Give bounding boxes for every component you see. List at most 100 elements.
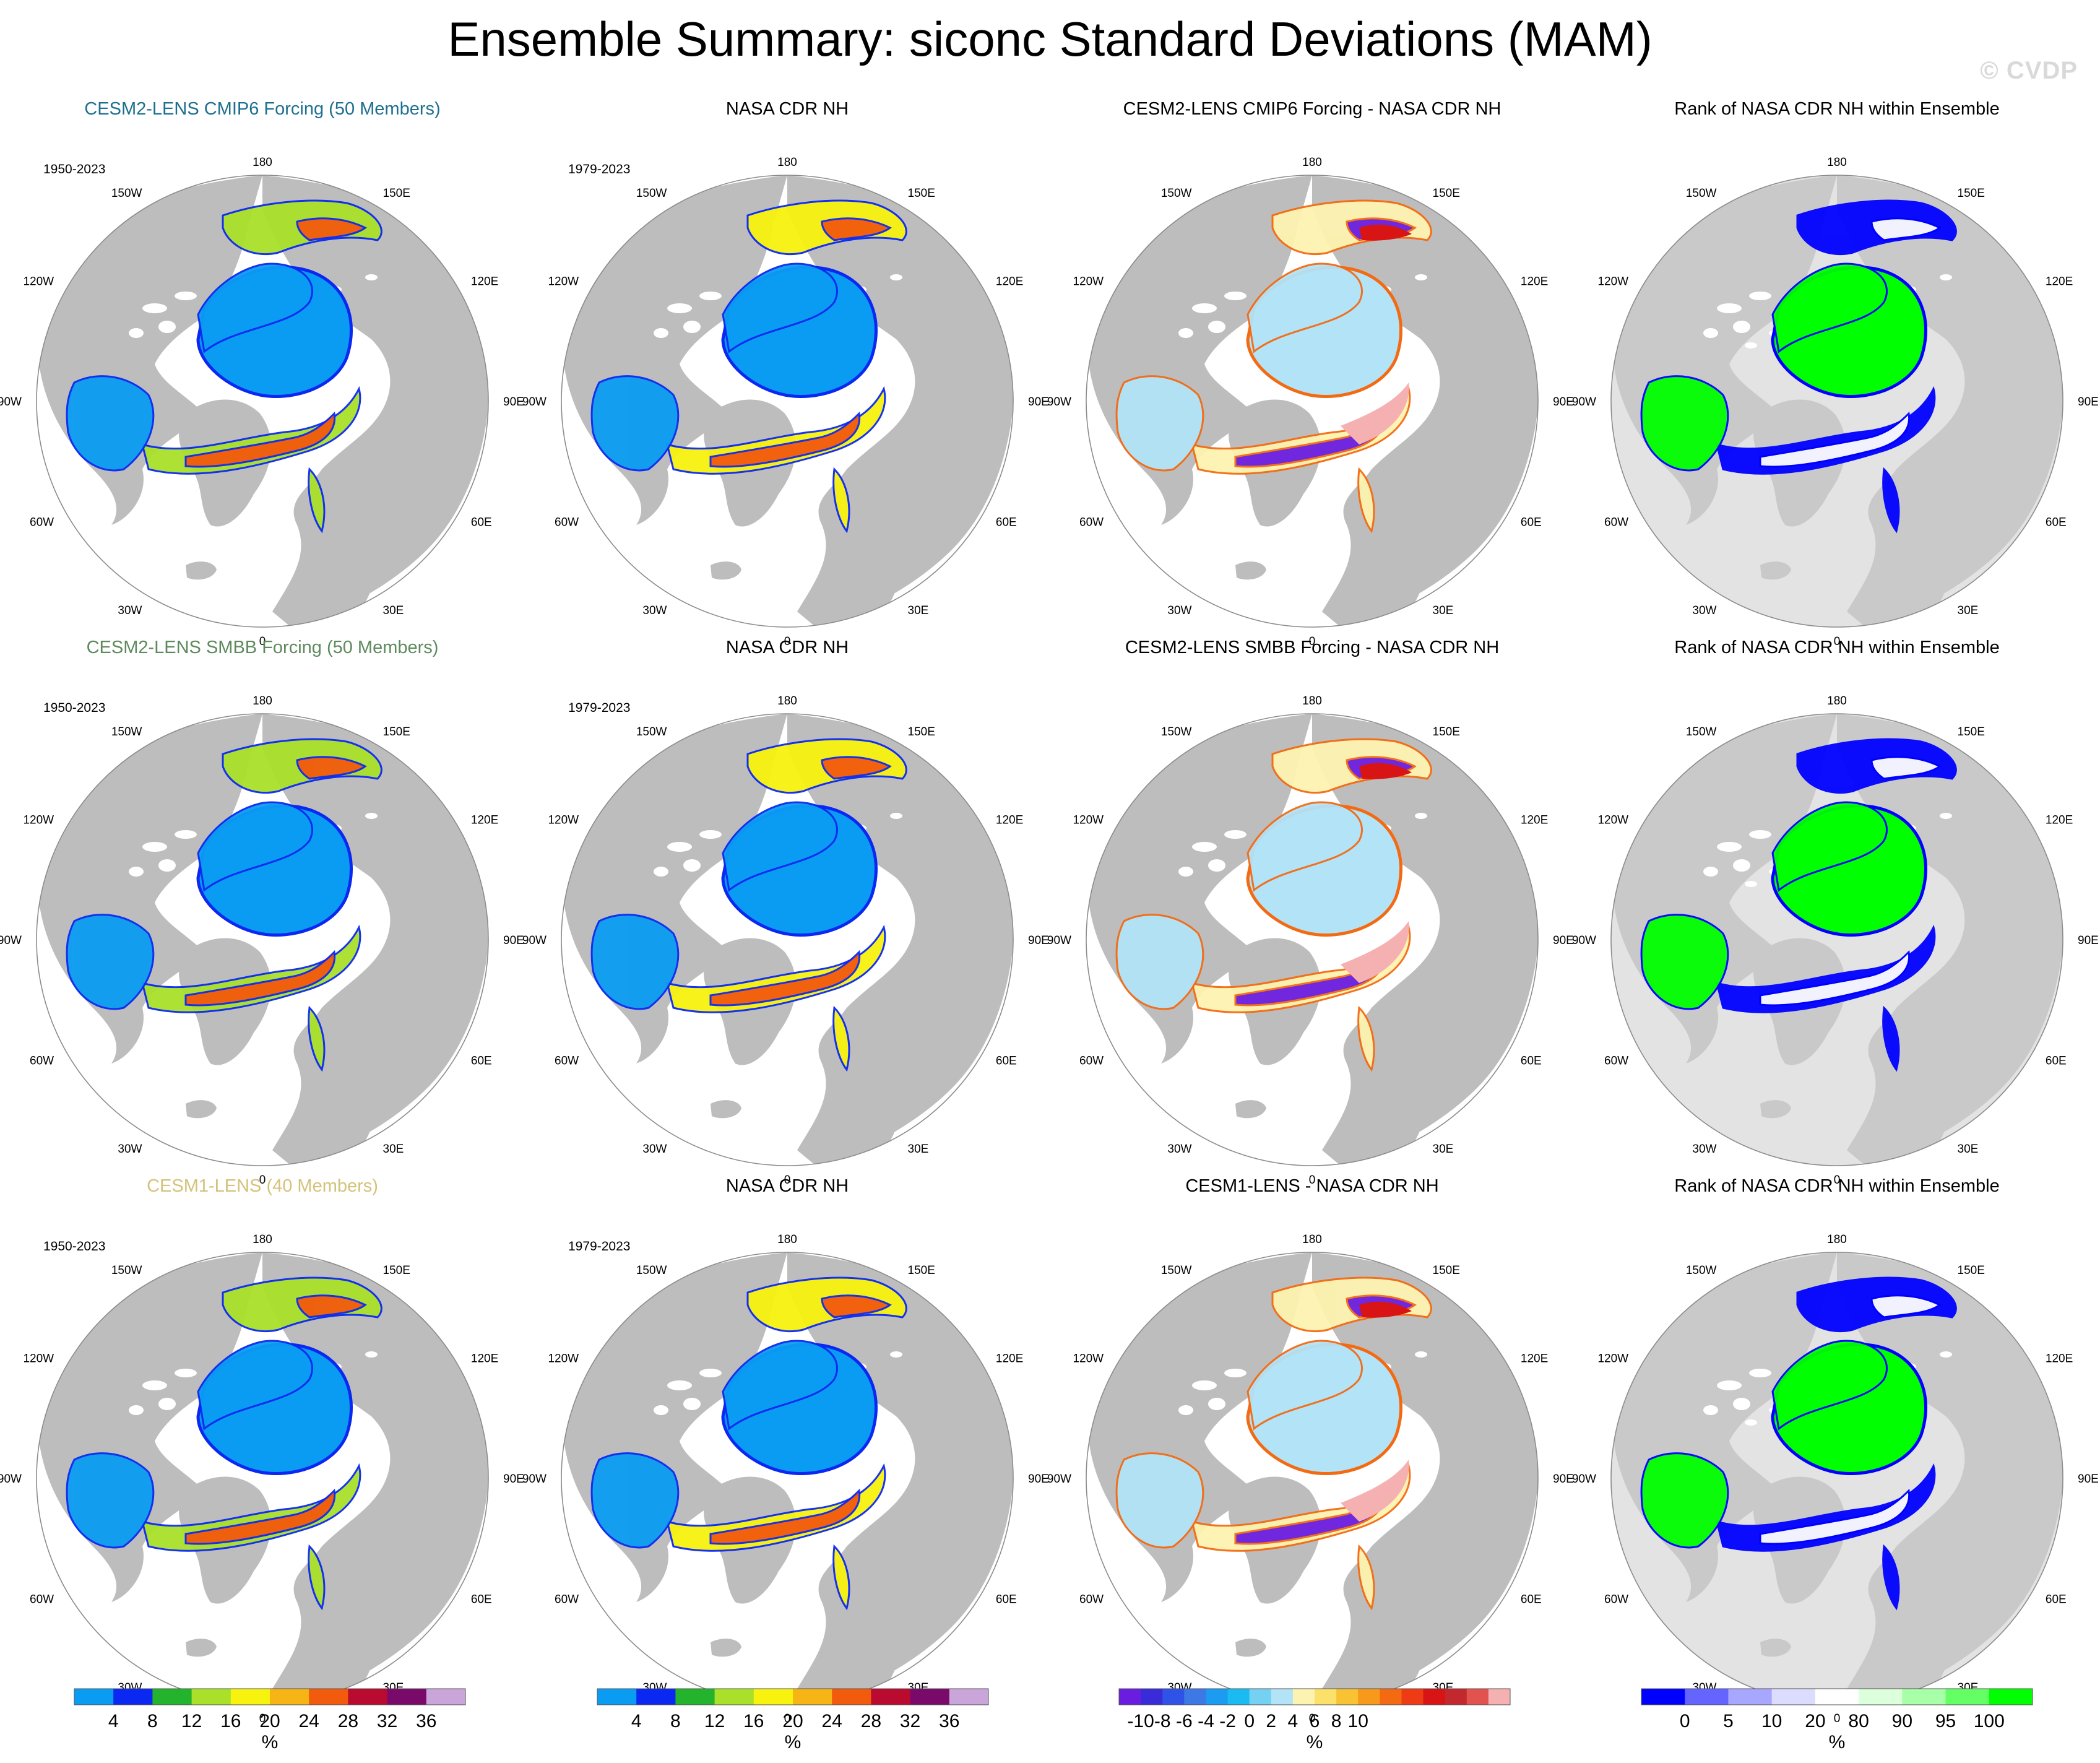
period-label: 1950-2023: [43, 701, 106, 715]
field-swath-base: [1115, 914, 1204, 1010]
colorbar-tick-label: 20: [1805, 1711, 1825, 1731]
colorbar-swatch: [1641, 1689, 1685, 1705]
colorbar-tick-label: 0: [1680, 1711, 1690, 1731]
map-field: [561, 714, 1013, 1166]
lon-label-w30: 30W: [1167, 1143, 1191, 1156]
lon-label-w90: 90W: [1572, 934, 1596, 947]
land-mass: [1760, 1639, 1791, 1657]
lon-label-w90: 90W: [1572, 396, 1596, 409]
colorbar-tick-label: 6: [1310, 1711, 1320, 1731]
lon-label-e90: 90E: [2078, 934, 2099, 947]
colorbar-swatch: [1945, 1689, 1990, 1705]
channel-gap: [1208, 1398, 1225, 1410]
map-field: [561, 1252, 1013, 1704]
figure-title: Ensemble Summary: siconc Standard Deviat…: [447, 12, 1653, 66]
channel-gap: [654, 1405, 668, 1415]
colorbar-swatch: [1271, 1689, 1294, 1705]
field-swath-core: [1759, 1488, 1911, 1545]
lon-label-e120: 120E: [996, 814, 1023, 827]
colorbar-swatch: [910, 1689, 950, 1705]
map-boundary: [36, 175, 489, 628]
field-swath-band: [140, 1463, 361, 1552]
lon-label-w150: 150W: [1686, 726, 1717, 739]
colorbar-swatch: [1184, 1689, 1206, 1705]
field-swath-band: [1715, 386, 1936, 475]
lon-label-w120: 120W: [548, 275, 579, 288]
channel-gap: [129, 328, 144, 338]
field-swath-band: [1715, 1463, 1936, 1552]
period-label: 1950-2023: [43, 1239, 106, 1254]
field-swath-core: [184, 411, 336, 468]
colorbar-tick-label: 12: [181, 1711, 202, 1731]
panel-obs-row3: NASA CDR NH 1979-2023 0 30E 60E 90E 120E 150E 18…: [522, 1175, 1050, 1725]
lon-label-w90: 90W: [1047, 934, 1071, 947]
channel-gap: [1178, 328, 1193, 338]
lon-label-zero: 0: [259, 1174, 266, 1187]
field-swath-core: [296, 217, 367, 241]
colorbar-tick-label: 12: [704, 1711, 725, 1731]
channel-gap: [1745, 1419, 1757, 1426]
field-swath-base: [1771, 801, 1888, 892]
colorbar-swatch: [348, 1689, 388, 1705]
field-swath-core: [296, 1294, 367, 1319]
colorbar-swatch: [113, 1689, 153, 1705]
lon-label-e90: 90E: [1553, 1473, 1574, 1486]
lon-label-e60: 60E: [2046, 516, 2067, 529]
colorbar-swatch: [1859, 1689, 1903, 1705]
channel-gap: [1415, 274, 1427, 280]
lon-label-w120: 120W: [1073, 275, 1104, 288]
lon-label-w60: 60W: [1604, 1593, 1628, 1606]
field-swath-positive: [1341, 1460, 1409, 1522]
lon-label-e150: 150E: [908, 1264, 935, 1277]
field-swath-core: [1759, 950, 1911, 1007]
land-mass: [1760, 1100, 1791, 1119]
channel-gap: [1749, 830, 1771, 839]
lon-label-w120: 120W: [1597, 1353, 1628, 1366]
colorbar-rank: 0 5 10 20 80 90 95 100%: [1641, 1688, 2033, 1752]
lon-label-e150: 150E: [383, 726, 410, 739]
channel-gap: [890, 813, 902, 819]
channel-gap: [699, 1369, 722, 1377]
colorbar-tick-label: 80: [1848, 1711, 1869, 1731]
lon-label-w30: 30W: [1692, 1143, 1716, 1156]
field-swath-core: [184, 950, 336, 1007]
colorbar-swatch: [753, 1689, 793, 1705]
lon-label-e60: 60E: [996, 1593, 1017, 1606]
panel-title: CESM2-LENS CMIP6 Forcing (50 Members): [84, 99, 441, 119]
channel-gap: [683, 321, 701, 333]
lon-label-e150: 150E: [908, 187, 935, 200]
channel-gap: [1178, 1405, 1193, 1415]
field-swath-base: [1640, 1452, 1729, 1549]
channel-gap: [1192, 842, 1217, 852]
lon-label-e150: 150E: [1433, 726, 1460, 739]
channel-gap: [158, 1398, 176, 1410]
channel-gap: [170, 881, 183, 887]
land-mass: [1235, 561, 1266, 580]
lon-label-n180: 180: [253, 156, 272, 169]
colorbar-swatch: [152, 1689, 192, 1705]
colorbar-swatch: [1445, 1689, 1467, 1705]
lon-label-e90: 90E: [503, 934, 524, 947]
lon-label-e60: 60E: [2046, 1055, 2067, 1068]
field-swath-band: [665, 386, 886, 475]
channel-gap: [1415, 1351, 1427, 1358]
field-swath-band: [1882, 1005, 1900, 1072]
channel-gap: [1192, 303, 1217, 313]
field-swath-positive: [1359, 224, 1412, 241]
lon-label-n180: 180: [253, 1233, 272, 1246]
lon-label-e120: 120E: [471, 1353, 498, 1366]
field-swath-base: [1247, 262, 1363, 353]
land-mass: [816, 1626, 897, 1704]
colorbar-tick-label: 20: [782, 1711, 803, 1731]
lon-label-e60: 60E: [1521, 1593, 1542, 1606]
channel-gap: [1733, 859, 1750, 872]
channel-gap: [1192, 1380, 1217, 1390]
colorbar-frame: [1641, 1688, 2033, 1705]
lon-label-e30: 30E: [383, 604, 404, 617]
channel-gap: [1224, 1369, 1247, 1377]
lon-label-w30: 30W: [118, 604, 142, 617]
